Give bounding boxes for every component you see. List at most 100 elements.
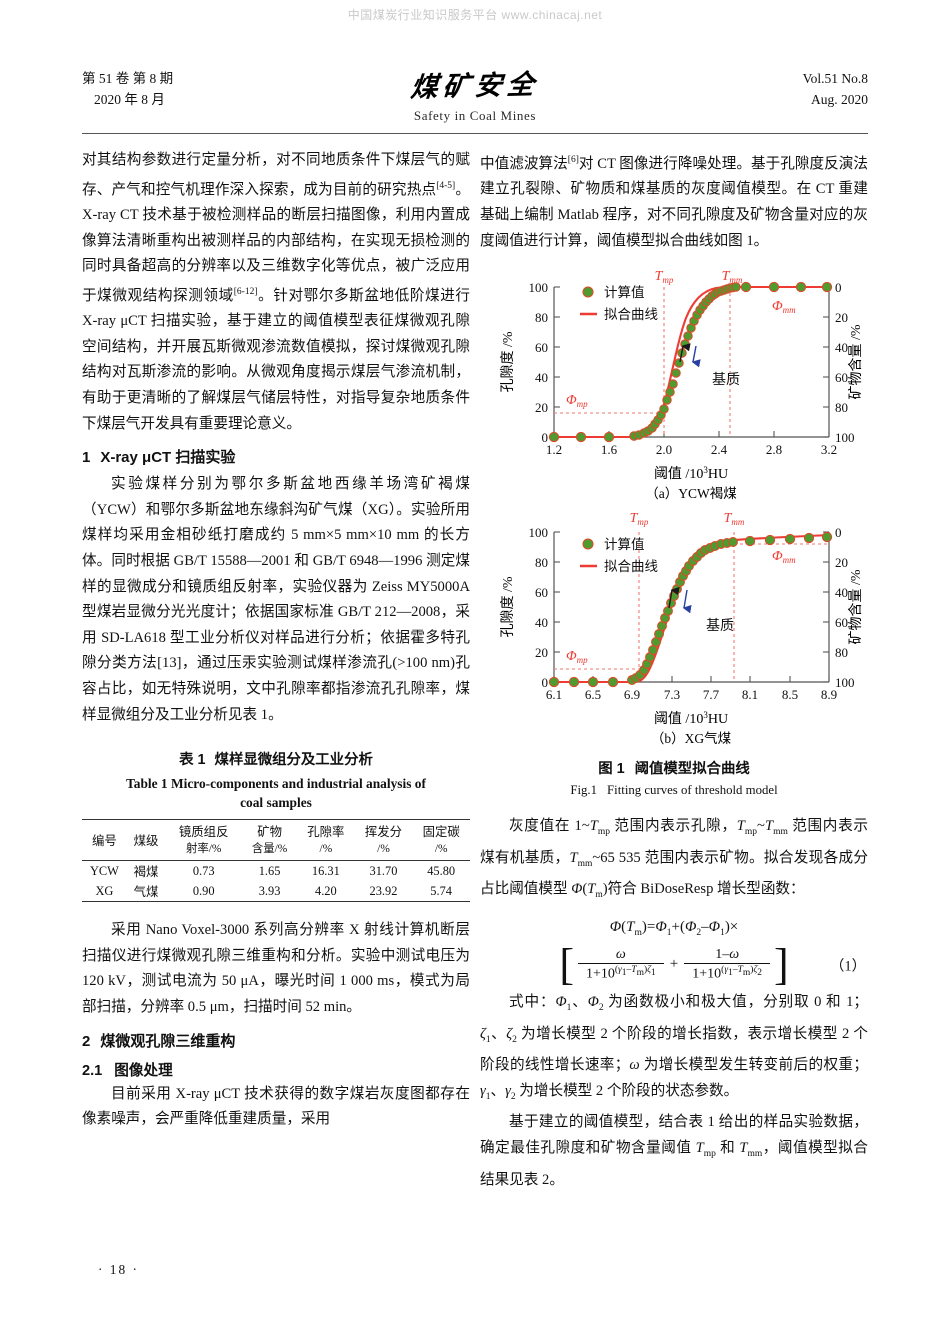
svg-text:60: 60 — [535, 340, 548, 355]
legend-label-fitcurve: 拟合曲线 — [604, 307, 658, 322]
legend-label-fitcurve: 拟合曲线 — [604, 559, 658, 574]
svg-text:100: 100 — [529, 280, 549, 295]
table1-header-row: 编号 煤级 镜质组反 射率/% 矿物 含量/% 孔隙率 — [82, 819, 470, 861]
equation-1-line2: [ ω 1+10(γ1–Tm)ζ1 + 1–ω 1+10(γ1–Tm)ζ2 ] … — [480, 939, 868, 989]
cell-volatile: 31.70 — [354, 860, 413, 882]
guides-a — [554, 287, 731, 438]
header-line2: 射率/% — [185, 843, 222, 856]
x-axis-ticks-a: 1.2 1.6 2.0 2.4 2.8 3.2 — [546, 431, 837, 457]
label-matrix-b: 基质 — [706, 617, 734, 634]
publish-date-cn: 2020 年 8 月 — [94, 92, 165, 107]
cell-mineral: 3.93 — [258, 883, 281, 898]
cell-volatile: 23.92 — [369, 883, 398, 898]
table1-header-cell: 镜质组反 射率/% — [165, 819, 243, 861]
svg-text:40: 40 — [535, 615, 548, 630]
cell-porosity: 4.20 — [315, 883, 337, 898]
label-Tmm-b: Tmm — [724, 511, 745, 527]
journal-title-cn: 煤矿安全 — [409, 69, 541, 104]
table-row: XG 气煤 0.90 3.93 4.20 23.92 5.74 — [82, 881, 470, 902]
table1-header-cell: 矿物 含量/% — [242, 819, 298, 861]
fraction-numerator: ω — [615, 946, 626, 962]
guides-b — [554, 532, 829, 683]
svg-text:1.2: 1.2 — [546, 442, 562, 457]
label-Tmp-b: Tmp — [630, 511, 649, 527]
svg-text:40: 40 — [535, 370, 548, 385]
x-axis-ticks-b: 6.1 6.5 6.9 7.3 7.7 8.1 8.5 8.9 — [546, 676, 837, 702]
svg-text:20: 20 — [835, 310, 848, 325]
cell-mineral: 1.65 — [242, 860, 298, 882]
table1-header-cell: 孔隙率 /% — [297, 819, 355, 861]
label-Phimp-b: Φmp — [566, 649, 588, 665]
table-row: YCW 褐煤 0.73 1.65 16.31 31.70 45.80 — [82, 860, 470, 882]
volume-issue-en: Vol.51 No.8 — [802, 71, 868, 86]
section-title-2: 煤微观孔隙三维重构 — [100, 1032, 236, 1050]
label-matrix-a: 基质 — [712, 371, 740, 388]
table1-header-cell: 固定碳 /% — [412, 819, 470, 861]
figure1-number-en: Fig.1 — [570, 783, 598, 798]
svg-text:0: 0 — [542, 675, 549, 690]
right-column: 中值滤波算法[6]对 CT 图像进行降噪处理。基于孔隙度反演法建立孔裂隙、矿物质… — [480, 148, 868, 1193]
svg-text:6.1: 6.1 — [546, 687, 562, 702]
table1-number-en: Table 1 — [126, 776, 168, 792]
svg-text:6.9: 6.9 — [624, 687, 640, 702]
x-axis-title-a: 阈值 /103HU — [654, 465, 728, 482]
svg-text:7.3: 7.3 — [664, 687, 680, 702]
cell-sample-id: XG — [95, 883, 114, 898]
table1-title-en: Table 1 Micro-components and industrial … — [82, 774, 470, 812]
svg-text:80: 80 — [835, 645, 848, 660]
cell-coal-rank: 气煤 — [133, 885, 159, 900]
plus-sign: + — [669, 956, 679, 973]
svg-text:8.1: 8.1 — [742, 687, 758, 702]
svg-text:100: 100 — [529, 525, 549, 540]
svg-text:80: 80 — [835, 400, 848, 415]
y-axis-left-ticks-a: 0 20 40 60 80 100 — [529, 280, 560, 445]
paragraph-image-processing: 目前采用 X-ray μCT 技术获得的数字煤岩灰度图都存在像素噪声，会严重降低… — [82, 1085, 470, 1128]
svg-text:2.8: 2.8 — [766, 442, 782, 457]
subcaption-b: （b）XG气煤 — [651, 731, 732, 746]
y-axis-left-ticks-b: 0 20 40 60 80 100 — [529, 525, 560, 690]
x-axis-title-b: 阈值 /103HU — [654, 710, 728, 727]
svg-text:0: 0 — [542, 430, 549, 445]
label-Tmm-a: Tmm — [722, 269, 743, 285]
svg-text:0: 0 — [835, 525, 842, 540]
svg-text:7.7: 7.7 — [703, 687, 720, 702]
data-markers-a — [548, 282, 833, 443]
fraction-term1: ω 1+10(γ1–Tm)ζ1 — [577, 946, 664, 983]
cell-fixed-carbon: 5.74 — [430, 883, 452, 898]
y-axis-right-ticks-a: 0 20 40 60 80 100 — [823, 280, 855, 445]
label-Phimm-a: Φmm — [772, 299, 796, 315]
y-axis-title-right-b: 矿物含量 /% — [848, 569, 864, 644]
table1-label-cn: 煤样显微组分及工业分析 — [214, 752, 373, 769]
table1-number-cn: 表 1 — [179, 752, 206, 769]
figure1-caption-cn: 图 1 阈值模型拟合曲线 — [480, 757, 868, 778]
svg-text:40: 40 — [835, 340, 848, 355]
masthead-right: Vol.51 No.8 Aug. 2020 — [803, 68, 868, 110]
watermark-text: 中国煤炭行业知识服务平台 www.chinacaj.net — [347, 8, 603, 22]
chart-panel-b: 0 20 40 60 80 100 0 20 40 60 80 100 — [500, 511, 864, 746]
header-line2: /% — [434, 843, 448, 856]
section-heading-1: 1 X-ray μCT 扫描实验 — [82, 446, 470, 467]
bracket-close: ] — [774, 939, 789, 989]
paragraph-intro: 对其结构参数进行定量分析，对不同地质条件下煤层气的赋存、产气和控气机理作深入探索… — [82, 152, 470, 432]
chart-panel-a: 0 20 40 60 80 100 0 20 40 60 80 100 — [500, 269, 864, 501]
header-line1: 镜质组反 — [178, 825, 229, 840]
label-Phimp-a: Φmp — [566, 393, 588, 409]
paragraph-threshold-result: 基于建立的阈值模型，结合表 1 给出的样品实验数据，确定最佳孔隙度和矿物含量阈值… — [480, 1114, 868, 1188]
table1-block: 表 1 煤样显微组分及工业分析 Table 1 Micro-components … — [82, 748, 470, 902]
table1-title-cn: 表 1 煤样显微组分及工业分析 — [82, 748, 470, 769]
section-title-1: X-ray μCT 扫描实验 — [100, 449, 236, 467]
journal-logo: 煤矿安全 Safety in Coal Mines — [409, 64, 541, 124]
svg-text:2.0: 2.0 — [656, 442, 672, 457]
cell-coal-rank: 褐煤 — [126, 860, 166, 882]
section-heading-2: 2 煤微观孔隙三维重构 — [82, 1030, 470, 1051]
header-line1: 煤级 — [133, 833, 159, 848]
paragraph-where-clause: 式中：Φ1、Φ2 为函数极小和极大值，分别取 0 和 1；ζ1、ζ2 为增长模型… — [480, 994, 868, 1102]
svg-text:80: 80 — [535, 310, 548, 325]
paragraph-samples: 实验煤样分别为鄂尔多斯盆地西缘羊场湾矿褐煤（YCW）和鄂尔多斯盆地东缘斜沟矿气煤… — [82, 476, 470, 723]
left-column: 对其结构参数进行定量分析，对不同地质条件下煤层气的赋存、产气和控气机理作深入探索… — [82, 148, 470, 1133]
svg-text:1.6: 1.6 — [601, 442, 618, 457]
cell-vitrinite: 0.90 — [192, 883, 215, 898]
fraction-denominator: 1+10(γ1–Tm)ζ1 — [577, 962, 664, 983]
masthead-left: 第 51 卷 第 8 期 2020 年 8 月 — [82, 68, 173, 110]
figure1-number-cn: 图 1 — [598, 761, 625, 778]
